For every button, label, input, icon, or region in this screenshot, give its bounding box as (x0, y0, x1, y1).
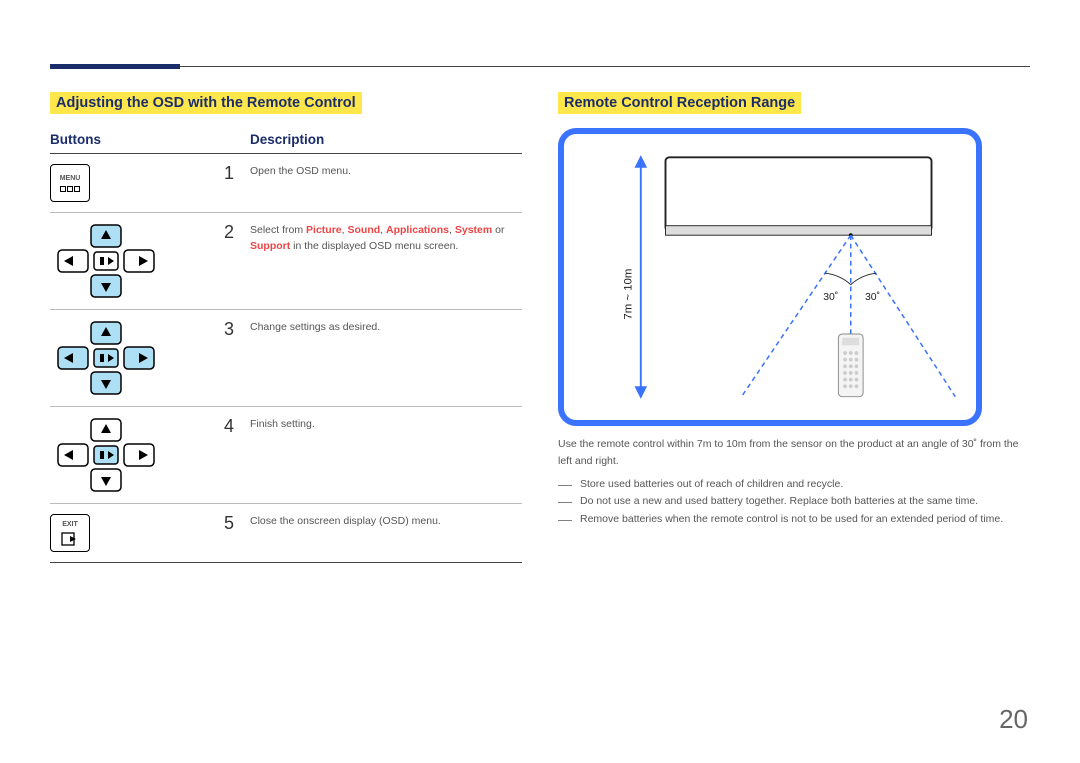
exit-button-icon: EXIT (50, 514, 90, 552)
manual-page: Adjusting the OSD with the Remote Contro… (0, 0, 1080, 763)
bold-term: Sound (347, 224, 380, 236)
svg-text:30˚: 30˚ (865, 291, 880, 303)
svg-text:7m ~ 10m: 7m ~ 10m (622, 269, 634, 320)
button-cell (50, 213, 224, 310)
step-text: Finish setting. (250, 407, 522, 504)
svg-text:30˚: 30˚ (823, 291, 838, 303)
page-number: 20 (999, 704, 1028, 735)
table-row: MENU 1 Open the OSD menu. (50, 154, 522, 213)
bold-term: Support (250, 240, 290, 252)
button-cell: EXIT (50, 504, 224, 563)
note-text: Remove batteries when the remote control… (580, 511, 1003, 529)
table-row: EXIT 5 Close the onscreen display (OSD) … (50, 504, 522, 563)
dpad-all-icon (50, 320, 162, 396)
notes-list: ―Store used batteries out of reach of ch… (558, 476, 1030, 530)
top-rule-accent (50, 64, 180, 69)
button-cell (50, 310, 224, 407)
col-header-buttons: Buttons (50, 128, 224, 154)
bold-term: Picture (306, 224, 342, 236)
step-number: 4 (224, 407, 250, 504)
note-text: Do not use a new and used battery togeth… (580, 493, 978, 511)
reception-range-diagram: 7m ~ 10m 30˚ 30˚ (558, 128, 982, 426)
step-text: Change settings as desired. (250, 310, 522, 407)
step-number: 3 (224, 310, 250, 407)
step-number: 1 (224, 154, 250, 213)
table-row: 3 Change settings as desired. (50, 310, 522, 407)
list-item: ―Do not use a new and used battery toget… (558, 493, 1030, 511)
range-caption: Use the remote control within 7m to 10m … (558, 436, 1030, 470)
two-column-layout: Adjusting the OSD with the Remote Contro… (50, 92, 1030, 563)
table-row: 4 Finish setting. (50, 407, 522, 504)
list-item: ―Remove batteries when the remote contro… (558, 511, 1030, 529)
bold-term: System (455, 224, 492, 236)
button-cell (50, 407, 224, 504)
table-row: 2 Select from Picture, Sound, Applicatio… (50, 213, 522, 310)
left-column: Adjusting the OSD with the Remote Contro… (50, 92, 522, 563)
list-item: ―Store used batteries out of reach of ch… (558, 476, 1030, 494)
right-section-title: Remote Control Reception Range (558, 92, 801, 114)
menu-button-icon: MENU (50, 164, 90, 202)
button-cell: MENU (50, 154, 224, 213)
text-post: in the displayed OSD menu screen. (290, 240, 458, 252)
step-text: Open the OSD menu. (250, 154, 522, 213)
step-text: Close the onscreen display (OSD) menu. (250, 504, 522, 563)
step-text: Select from Picture, Sound, Applications… (250, 213, 522, 310)
col-header-description: Description (250, 128, 522, 154)
osd-steps-table: Buttons Description MENU 1 (50, 128, 522, 563)
bold-term: Applications (386, 224, 449, 236)
dpad-updown-icon (50, 223, 162, 299)
step-number: 2 (224, 213, 250, 310)
top-rule (50, 66, 1030, 67)
note-text: Store used batteries out of reach of chi… (580, 476, 843, 494)
text-pre: Select from (250, 224, 306, 236)
dpad-center-icon (50, 417, 162, 493)
right-column: Remote Control Reception Range 7m ~ 10m (558, 92, 1030, 563)
col-header-spacer (224, 128, 250, 154)
step-number: 5 (224, 504, 250, 563)
left-section-title: Adjusting the OSD with the Remote Contro… (50, 92, 362, 114)
